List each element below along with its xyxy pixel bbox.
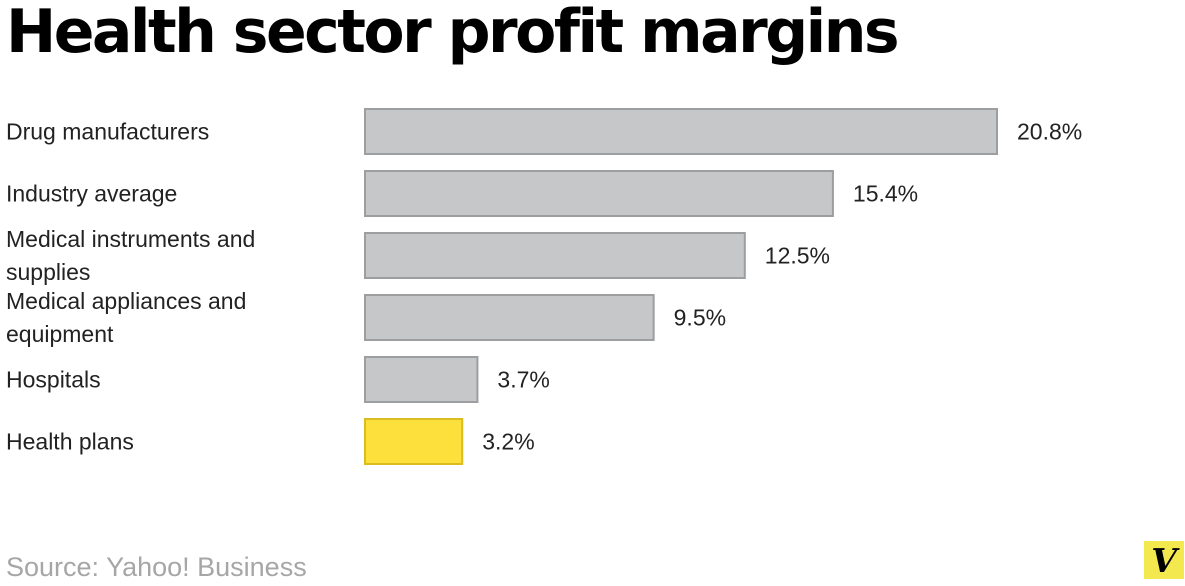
bar-5 xyxy=(364,418,464,465)
value-label-0: 20.8% xyxy=(1017,119,1082,145)
vox-logo-letter: V xyxy=(1151,540,1177,580)
chart-title: Health sector profit margins xyxy=(6,0,900,67)
category-label-0: Drug manufacturers xyxy=(6,119,209,145)
source-note: Source: Yahoo! Business xyxy=(6,552,307,582)
category-label-2: Medical instruments and supplies xyxy=(6,226,255,285)
value-label-3: 9.5% xyxy=(674,305,726,331)
value-label-4: 3.7% xyxy=(497,367,549,393)
value-label-5: 3.2% xyxy=(482,429,534,455)
value-label-2: 12.5% xyxy=(765,243,830,269)
category-label-4: Hospitals xyxy=(6,367,101,393)
category-label-3: Medical appliances and equipment xyxy=(6,288,246,347)
category-label-1: Industry average xyxy=(6,181,177,207)
bar-4 xyxy=(364,356,479,403)
bar-2 xyxy=(364,232,746,279)
bar-0 xyxy=(364,108,998,155)
value-label-1: 15.4% xyxy=(853,181,918,207)
bar-1 xyxy=(364,170,834,217)
bar-3 xyxy=(364,294,655,341)
category-label-5: Health plans xyxy=(6,429,134,455)
vox-logo: V xyxy=(1144,541,1184,579)
